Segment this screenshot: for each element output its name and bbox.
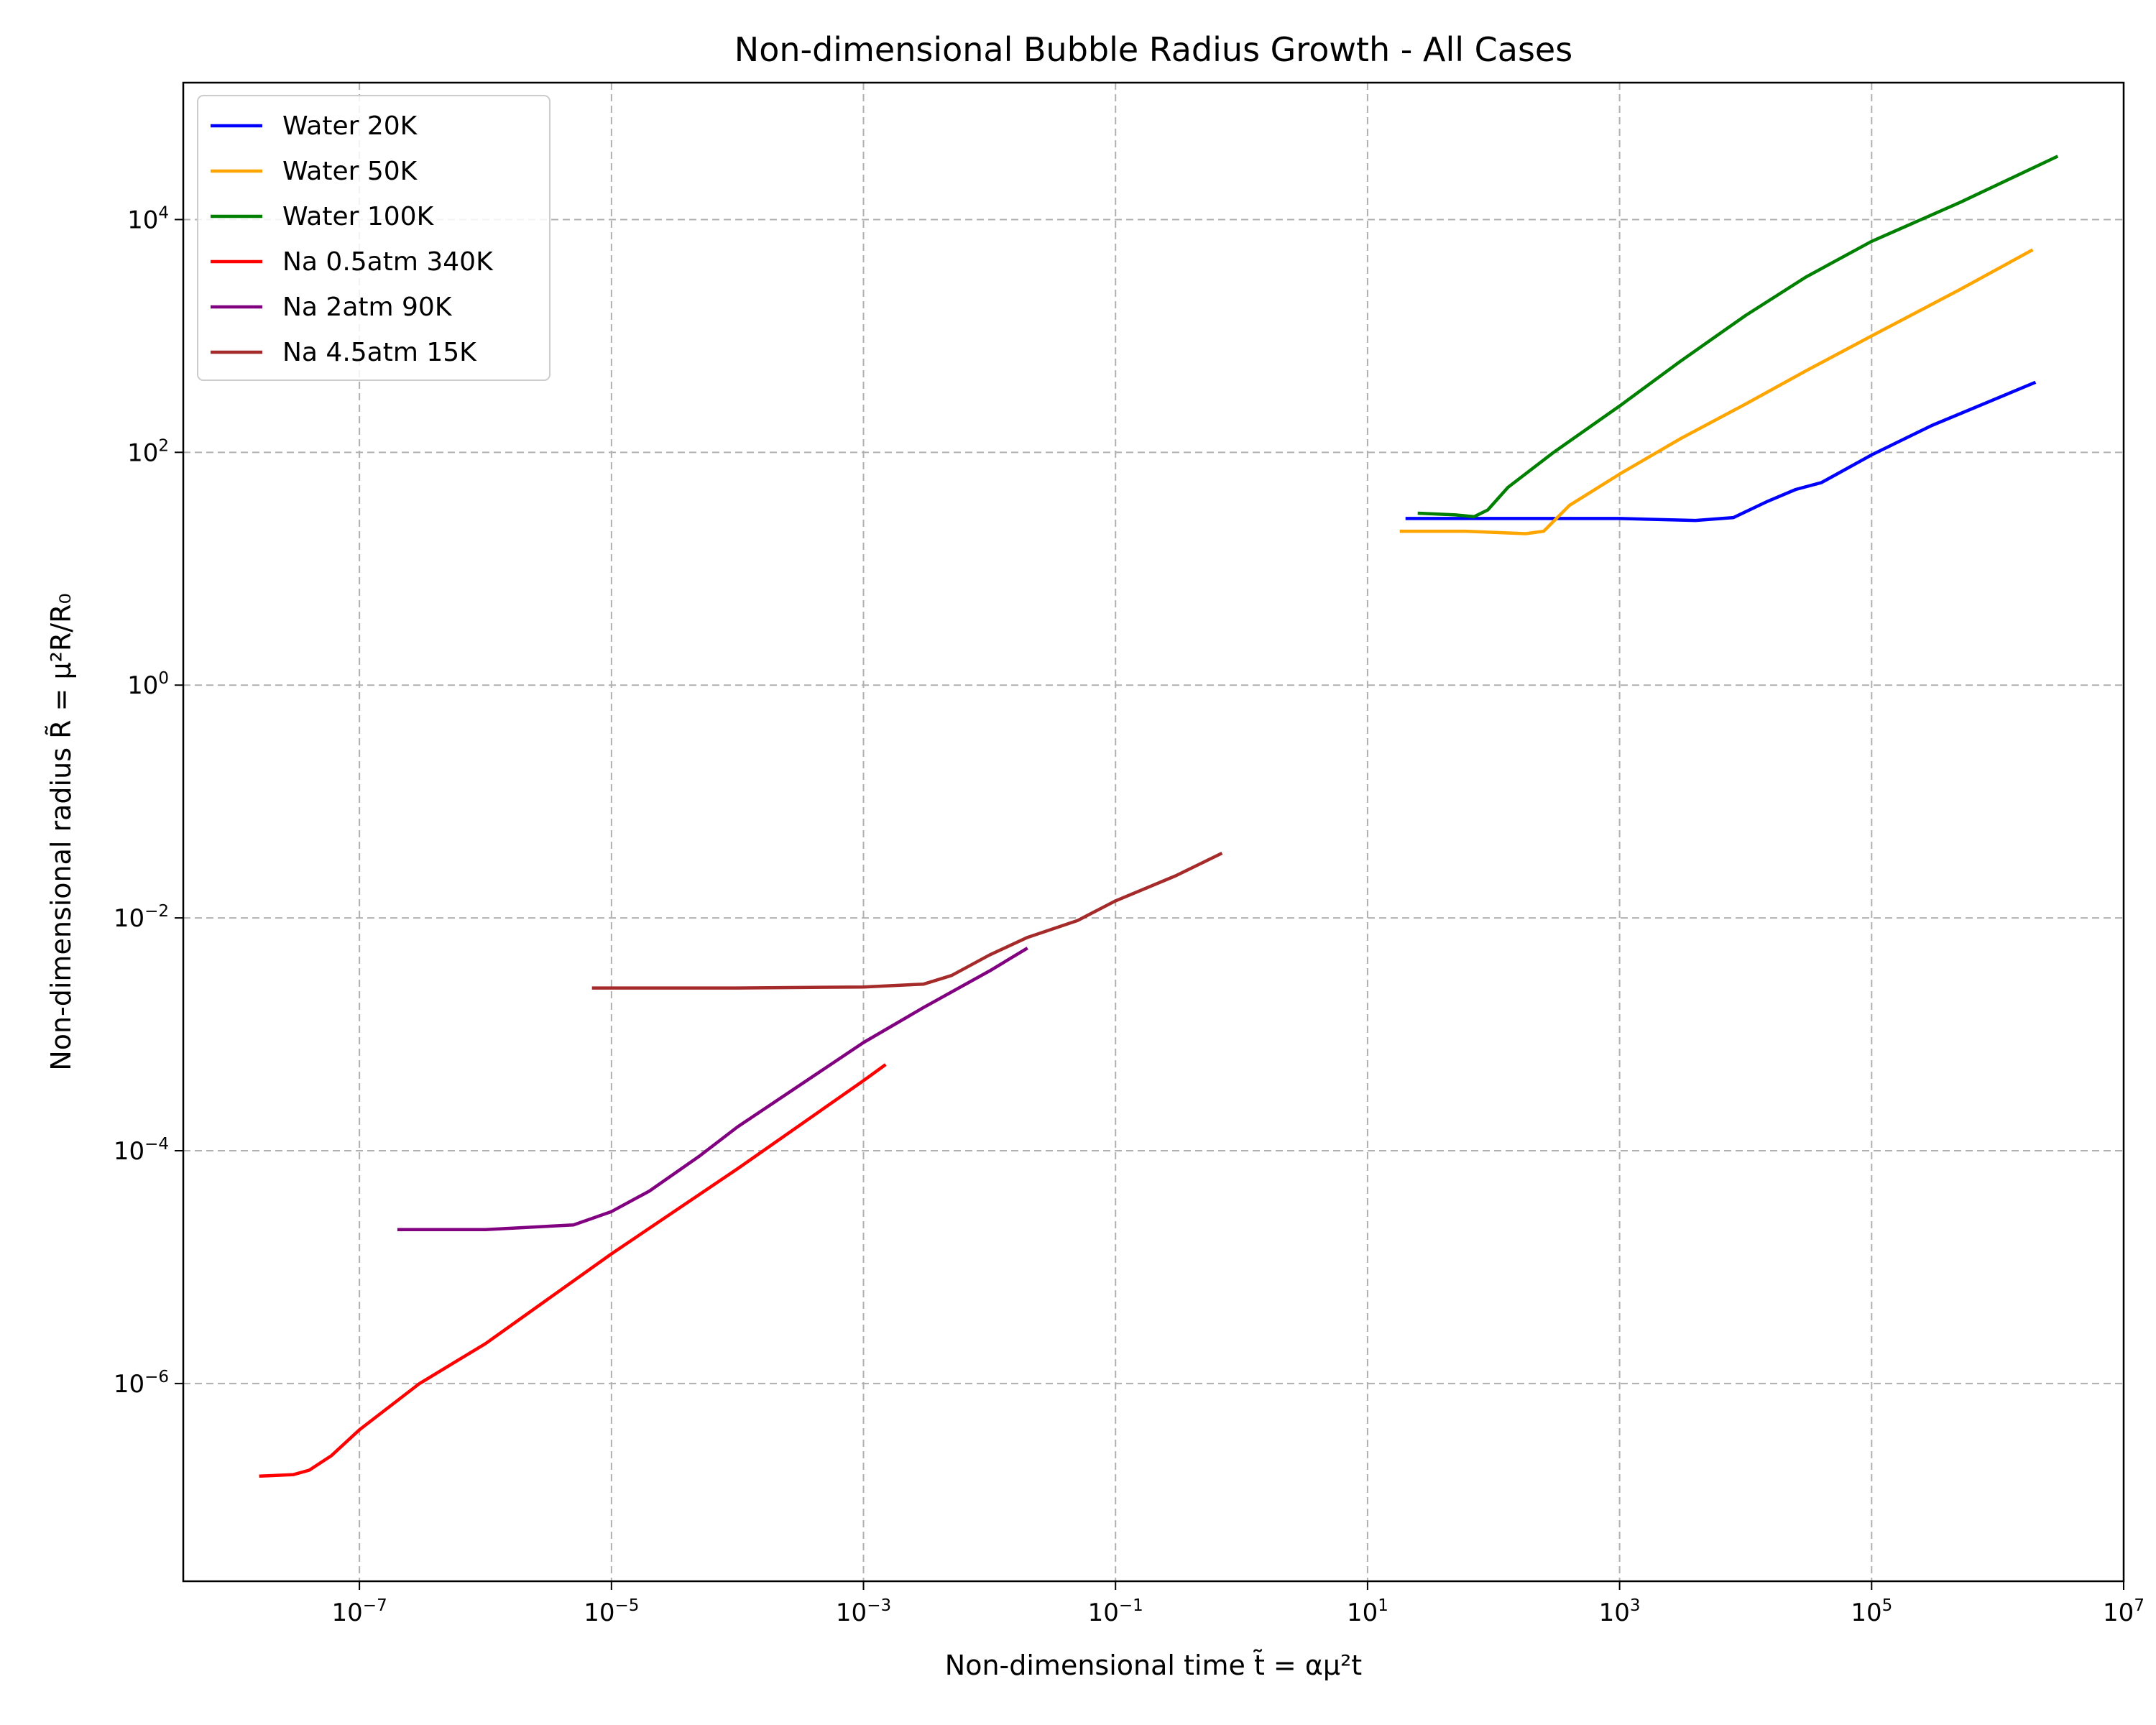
- plot-area-frame: [182, 81, 2125, 1583]
- x-tick-label: 10−3: [836, 1596, 891, 1627]
- y-axis-label: Non-dimensional radius R̃ = μ²R/R₀: [45, 593, 77, 1070]
- x-tick-label: 10−5: [584, 1596, 639, 1627]
- series-line-1: [1405, 380, 2037, 523]
- legend-label: Na 0.5atm 340K: [282, 247, 494, 277]
- y-tick-label: 102: [127, 436, 169, 467]
- y-tick-label: 104: [127, 203, 169, 234]
- y-tick-label: 10−2: [114, 902, 169, 933]
- legend-box: [197, 95, 550, 381]
- chart-title: Non-dimensional Bubble Radius Growth - A…: [734, 30, 1572, 69]
- axis-ticks: 10−7 10−5 10−3 10−1 101 103 105 107 10−6 10−4 10−2…: [114, 203, 2145, 1627]
- legend: Water 20K Water 50K Water 100K Na 0.5atm 34…: [197, 95, 550, 381]
- x-tick-label: 10−7: [332, 1596, 387, 1627]
- legend-label: Water 50K: [282, 157, 418, 186]
- y-tick-label: 10−6: [114, 1368, 169, 1399]
- x-tick-label: 103: [1599, 1596, 1641, 1627]
- series-line-6: [591, 851, 1223, 990]
- x-axis-label: Non-dimensional time t̃ = αμ²t: [945, 1650, 1362, 1681]
- legend-label: Water 20K: [282, 111, 418, 141]
- x-tick-label: 107: [2103, 1596, 2145, 1627]
- series-line-3: [1417, 155, 2059, 519]
- series-line-5: [397, 947, 1028, 1231]
- legend-label: Na 2atm 90K: [282, 293, 453, 322]
- x-tick-label: 101: [1347, 1596, 1388, 1627]
- y-tick-label: 10−4: [114, 1135, 169, 1166]
- legend-label: Water 100K: [282, 202, 435, 231]
- legend-label: Na 4.5atm 15K: [282, 338, 477, 367]
- y-tick-label: 100: [127, 669, 169, 700]
- series-line-4: [259, 1063, 887, 1478]
- x-tick-label: 105: [1851, 1596, 1892, 1627]
- x-tick-label: 10−1: [1088, 1596, 1143, 1627]
- series-lines: [259, 155, 2059, 1478]
- series-line-2: [1399, 248, 2034, 535]
